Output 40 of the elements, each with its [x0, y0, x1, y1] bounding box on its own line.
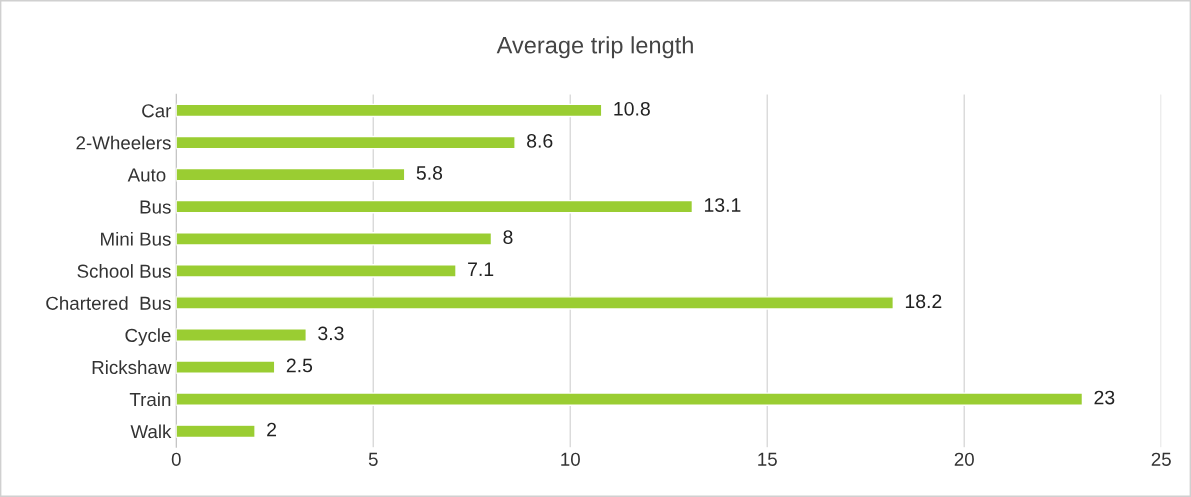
data-label: 10.8: [614, 101, 650, 116]
bar: [176, 231, 493, 246]
y-tick-label: Chartered Bus: [46, 296, 171, 310]
y-tick-label: Rickshaw: [92, 360, 172, 375]
x-tick-label: 25: [1151, 452, 1171, 466]
x-tick-label: 0: [171, 452, 181, 466]
y-tick-label: Bus: [140, 200, 171, 214]
data-label: 2.5: [286, 358, 313, 373]
bar: [176, 199, 694, 214]
data-label: 2: [267, 422, 277, 437]
data-label: 8: [503, 230, 513, 245]
x-tick-label: 20: [954, 452, 974, 466]
x-tick-label: 15: [758, 452, 777, 466]
y-tick-label: Train: [129, 392, 171, 407]
chart-title: Average trip length: [496, 36, 693, 59]
y-tick-label: Mini Bus: [101, 231, 171, 246]
bar: [176, 264, 457, 278]
bar: [176, 296, 895, 310]
data-label: 7.1: [468, 262, 494, 276]
y-tick-label: Car: [142, 104, 172, 118]
bar: [176, 424, 256, 439]
bar: [176, 135, 516, 150]
data-label: 3.3: [318, 326, 344, 341]
y-tick-label: School Bus: [77, 264, 171, 278]
y-tick-label: 2-Wheelers: [76, 135, 171, 150]
data-label: 18.2: [905, 294, 942, 309]
x-tick-label: 10: [561, 452, 580, 466]
y-tick-label: Auto: [127, 168, 166, 182]
y-tick-label: Cycle: [125, 328, 171, 346]
bar: [176, 392, 1084, 406]
data-label: 8.6: [527, 134, 553, 148]
bar: [176, 360, 276, 374]
y-tick-label: Walk: [130, 424, 172, 439]
data-label: 5.8: [416, 166, 443, 180]
bar: [176, 167, 406, 182]
bar: [176, 103, 603, 118]
data-label: 23: [1094, 390, 1115, 405]
bar: [176, 328, 307, 342]
x-tick-label: 5: [368, 452, 378, 466]
data-label: 13.1: [704, 198, 741, 212]
